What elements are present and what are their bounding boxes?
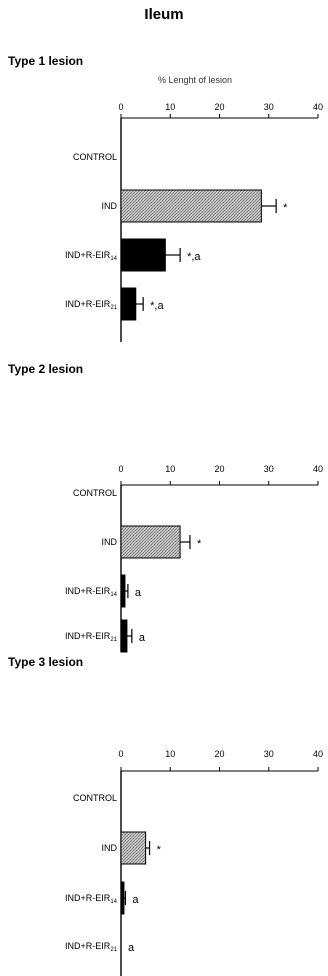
chart-type2-lesion: 0 10 20 30 40 CONTROL IND * IND+R-EIR14 a IND+R-EI… <box>65 464 323 653</box>
x-tick-label: 20 <box>214 102 224 112</box>
x-tick-label: 20 <box>214 464 224 474</box>
x-tick-label: 30 <box>264 102 274 112</box>
chart-type1-lesion: 0 10 20 30 40 CONTROL IND * IND+R-EIR14 *,a IND+R-… <box>65 102 323 342</box>
x-tick-label: 10 <box>165 464 175 474</box>
significance-label: a <box>139 632 146 644</box>
x-tick-label: 40 <box>313 464 323 474</box>
category-label: IND <box>102 537 118 547</box>
category-label: IND <box>102 201 118 211</box>
x-tick-label: 30 <box>264 749 274 759</box>
significance-label: a <box>135 587 142 599</box>
x-tick-label: 0 <box>118 102 123 112</box>
x-tick-label: 40 <box>313 749 323 759</box>
x-tick-label: 30 <box>264 464 274 474</box>
significance-label: a <box>132 894 139 906</box>
x-axis-title-type1: % Lenght of lesion <box>158 75 233 85</box>
category-label: IND+R-EIR14 <box>65 893 118 905</box>
bar-ind <box>120 831 147 865</box>
page-title: Ileum <box>144 6 184 23</box>
significance-label: a <box>128 942 135 954</box>
category-label: CONTROL <box>73 152 117 162</box>
panel-title-type1: Type 1 lesion <box>8 54 84 68</box>
category-label: IND+R-EIR21 <box>65 631 118 643</box>
category-label: CONTROL <box>73 488 117 498</box>
bar-ind+r-eir14 <box>120 238 166 272</box>
category-label: CONTROL <box>73 793 117 803</box>
x-tick-label: 0 <box>118 464 123 474</box>
bar-ind <box>120 525 181 559</box>
x-tick-label: 20 <box>214 749 224 759</box>
x-tick-label: 0 <box>118 749 123 759</box>
x-tick-label: 40 <box>313 102 323 112</box>
x-tick-label: 10 <box>165 102 175 112</box>
panel-title-type2: Type 2 lesion <box>8 362 84 376</box>
category-label: IND+R-EIR21 <box>65 941 118 953</box>
x-tick-label: 10 <box>165 749 175 759</box>
significance-label: * <box>197 538 202 550</box>
category-label: IND+R-EIR14 <box>65 250 118 262</box>
category-label: IND+R-EIR21 <box>65 299 118 311</box>
significance-label: *,a <box>150 300 164 312</box>
significance-label: * <box>283 202 288 214</box>
category-label: IND+R-EIR14 <box>65 586 118 598</box>
category-label: IND <box>102 843 118 853</box>
bar-ind+r-eir14 <box>120 881 125 915</box>
panel-title-type3: Type 3 lesion <box>8 655 84 669</box>
significance-label: * <box>157 844 162 856</box>
significance-label: *,a <box>187 251 201 263</box>
